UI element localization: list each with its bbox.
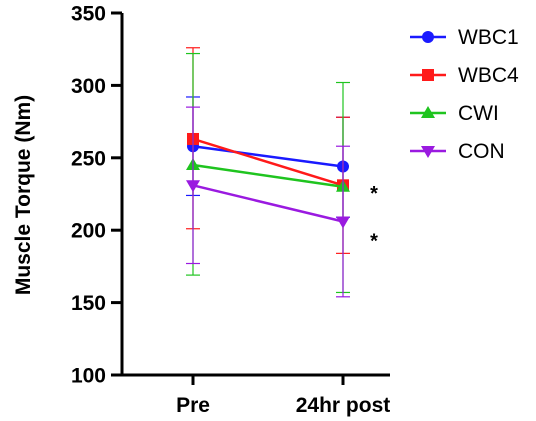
y-tick-label: 150: [71, 292, 106, 315]
legend-item-con: CON: [410, 140, 505, 163]
series-layer: [186, 47, 350, 298]
y-ticks: 100 150 200 250 300 350: [71, 3, 122, 388]
legend-label: WBC4: [458, 64, 519, 87]
y-tick-label: 300: [71, 75, 106, 98]
series-con: [186, 106, 350, 298]
y-tick-label: 200: [71, 220, 106, 243]
significance-asterisk: *: [370, 183, 378, 205]
series-wbc1: [186, 96, 350, 218]
series-cwi: [186, 52, 350, 294]
legend-marker: [422, 69, 434, 81]
x-ticks: Pre 24hr post: [176, 375, 390, 417]
x-tick-label: Pre: [176, 394, 210, 417]
legend-marker: [421, 106, 435, 118]
legend-label: WBC1: [458, 26, 519, 49]
annotations: **: [370, 183, 378, 253]
y-tick-label: 250: [71, 147, 106, 170]
legend-item-wbc4: WBC4: [410, 64, 519, 87]
series-wbc4: [186, 47, 350, 254]
data-point: [336, 216, 350, 229]
legend-item-wbc1: WBC1: [410, 26, 519, 49]
y-tick-label: 350: [71, 3, 106, 26]
legend-marker: [422, 31, 434, 43]
legend-item-cwi: CWI: [410, 102, 499, 125]
series-line: [192, 144, 344, 168]
legend-label: CON: [458, 140, 505, 163]
legend-label: CWI: [458, 102, 499, 125]
y-axis-title: Muscle Torque (Nm): [12, 95, 35, 295]
series-line: [192, 137, 344, 187]
significance-asterisk: *: [370, 231, 378, 253]
y-tick-label: 100: [71, 365, 106, 388]
data-point: [186, 180, 200, 193]
x-tick-label: 24hr post: [296, 394, 391, 417]
series-line: [192, 163, 344, 188]
series-line: [192, 184, 344, 223]
legend-marker: [421, 146, 435, 158]
legend: WBC1 WBC4 CWI CON: [410, 26, 519, 163]
